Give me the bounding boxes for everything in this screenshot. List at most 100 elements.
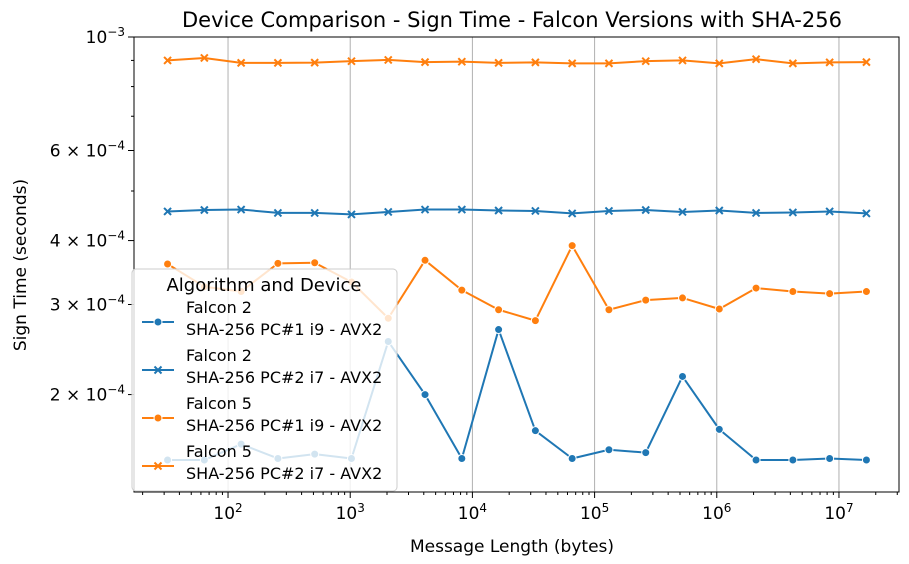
data-point-falcon-2-sha-256-pc-1-i9-avx2-circle-17 [788, 455, 798, 465]
data-point-falcon-5-sha-256-pc-2-i7-avx2-x-16 [751, 54, 761, 64]
gridlines [227, 37, 840, 492]
legend-marker-falcon-5-sha-256-pc-2-i7-avx2-x [153, 461, 163, 471]
legend-marker-falcon-5-sha-256-pc-1-i9-avx2-circle [153, 413, 163, 423]
legend-label-line: SHA-256 PC#2 i7 - AVX2 [186, 464, 382, 483]
legend-label-line: SHA-256 PC#2 i7 - AVX2 [186, 368, 382, 387]
data-point-falcon-2-sha-256-pc-1-i9-avx2-circle-8 [457, 453, 467, 463]
data-point-falcon-2-sha-256-pc-1-i9-avx2-circle-14 [678, 371, 688, 381]
data-point-falcon-5-sha-256-pc-2-i7-avx2-x-11 [567, 59, 577, 68]
y-tick-label-0: 2 × 10−4 [50, 383, 125, 406]
legend-label-falcon-5-sha-256-pc-2-i7-avx2-x: Falcon 5 SHA-256 PC#2 i7 - AVX2 [186, 442, 382, 483]
data-point-falcon-5-sha-256-pc-2-i7-avx2-x-10 [531, 58, 540, 67]
chart-title: Device Comparison - Sign Time - Falcon V… [182, 8, 842, 32]
data-point-falcon-2-sha-256-pc-2-i7-avx2-x-16 [751, 208, 761, 218]
data-point-falcon-2-sha-256-pc-2-i7-avx2-x-14 [678, 207, 687, 217]
data-point-falcon-5-sha-256-pc-1-i9-avx2-circle-18 [825, 289, 835, 299]
x-axis-label: Message Length (bytes) [410, 537, 614, 557]
data-point-falcon-2-sha-256-pc-2-i7-avx2-x-7 [420, 205, 430, 214]
data-point-falcon-5-sha-256-pc-2-i7-avx2-x-14 [678, 56, 687, 65]
data-point-falcon-5-sha-256-pc-2-i7-avx2-x-4 [310, 58, 319, 67]
data-point-falcon-5-sha-256-pc-1-i9-avx2-circle-17 [788, 287, 798, 297]
legend-label-line: SHA-256 PC#1 i9 - AVX2 [186, 320, 382, 339]
legend-box [131, 268, 398, 492]
data-point-falcon-5-sha-256-pc-1-i9-avx2-circle-0 [163, 259, 173, 269]
data-point-falcon-5-sha-256-pc-2-i7-avx2-x-7 [420, 57, 430, 67]
x-tick-label-1: 103 [336, 501, 365, 524]
data-point-falcon-5-sha-256-pc-2-i7-avx2-x-6 [384, 55, 393, 65]
data-point-falcon-5-sha-256-pc-1-i9-avx2-circle-14 [678, 293, 688, 303]
legend-marker-falcon-2-sha-256-pc-1-i9-avx2-circle [153, 317, 163, 327]
data-point-falcon-2-sha-256-pc-1-i9-avx2-circle-10 [530, 426, 540, 436]
data-point-falcon-2-sha-256-pc-1-i9-avx2-circle-7 [420, 390, 430, 400]
data-point-falcon-5-sha-256-pc-2-i7-avx2-x-1 [200, 53, 209, 63]
data-point-falcon-2-sha-256-pc-2-i7-avx2-x-11 [567, 209, 577, 218]
x-tick-label-2: 104 [458, 501, 487, 524]
data-point-falcon-2-sha-256-pc-1-i9-avx2-circle-19 [861, 455, 871, 465]
data-point-falcon-5-sha-256-pc-1-i9-avx2-circle-16 [751, 283, 761, 293]
legend-label-falcon-2-sha-256-pc-2-i7-avx2-x: Falcon 2 SHA-256 PC#2 i7 - AVX2 [186, 346, 382, 387]
data-point-falcon-5-sha-256-pc-1-i9-avx2-circle-7 [420, 255, 430, 265]
series-line-falcon-5-sha-256-pc-2-i7-avx2-x [167, 56, 867, 65]
data-point-falcon-5-sha-256-pc-1-i9-avx2-circle-9 [494, 305, 504, 315]
data-point-falcon-5-sha-256-pc-2-i7-avx2-x-13 [641, 56, 650, 66]
legend-title: Algorithm and Device [166, 275, 361, 296]
y-axis-label: Sign Time (seconds) [11, 179, 31, 351]
data-point-falcon-2-sha-256-pc-2-i7-avx2-x-1 [200, 205, 209, 215]
data-point-falcon-5-sha-256-pc-2-i7-avx2-x-3 [273, 58, 283, 68]
y-tick-label-4: 10−3 [86, 25, 125, 48]
x-tick-label-5: 107 [824, 501, 853, 524]
legend-label-falcon-5-sha-256-pc-1-i9-avx2-circle: Falcon 5 SHA-256 PC#1 i9 - AVX2 [186, 394, 382, 435]
data-point-falcon-2-sha-256-pc-1-i9-avx2-circle-9 [494, 325, 504, 335]
data-point-falcon-5-sha-256-pc-1-i9-avx2-circle-15 [714, 304, 724, 314]
data-point-falcon-2-sha-256-pc-1-i9-avx2-circle-13 [641, 448, 651, 458]
x-tick-label-4: 106 [702, 501, 731, 524]
data-point-falcon-5-sha-256-pc-2-i7-avx2-x-19 [862, 57, 871, 67]
y-tick-label-1: 3 × 10−4 [50, 292, 125, 315]
series-line-falcon-2-sha-256-pc-2-i7-avx2-x [167, 208, 867, 216]
data-point-falcon-2-sha-256-pc-2-i7-avx2-x-9 [494, 206, 503, 215]
legend-items: Falcon 2 SHA-256 PC#1 i9 - AVX2 Falcon 2 SH… [142, 298, 382, 483]
x-tick-label-3: 105 [580, 501, 609, 524]
data-point-falcon-2-sha-256-pc-2-i7-avx2-x-19 [862, 209, 871, 218]
data-point-falcon-2-sha-256-pc-2-i7-avx2-x-6 [384, 207, 393, 217]
data-point-falcon-2-sha-256-pc-2-i7-avx2-x-0 [163, 207, 172, 216]
data-point-falcon-5-sha-256-pc-2-i7-avx2-x-17 [788, 59, 798, 68]
data-point-falcon-2-sha-256-pc-1-i9-avx2-circle-16 [751, 455, 761, 465]
data-point-falcon-2-sha-256-pc-2-i7-avx2-x-5 [347, 210, 356, 219]
data-point-falcon-5-sha-256-pc-2-i7-avx2-x-15 [715, 59, 724, 68]
data-point-falcon-2-sha-256-pc-1-i9-avx2-circle-15 [714, 424, 724, 434]
data-point-falcon-5-sha-256-pc-1-i9-avx2-circle-10 [530, 316, 540, 326]
data-point-falcon-5-sha-256-pc-2-i7-avx2-x-8 [457, 57, 467, 66]
data-point-falcon-2-sha-256-pc-1-i9-avx2-circle-18 [825, 453, 835, 463]
legend-label-line: Falcon 2 [186, 298, 252, 317]
legend-label-line: Falcon 5 [186, 394, 252, 413]
x-tick-label-0: 102 [213, 501, 242, 524]
legend: Algorithm and Device Falcon 2 SHA-256 PC#… [131, 268, 398, 492]
data-point-falcon-5-sha-256-pc-1-i9-avx2-circle-3 [273, 258, 283, 268]
series-falcon-5-sha-256-pc-2-i7-avx2-x [163, 53, 871, 68]
data-point-falcon-2-sha-256-pc-2-i7-avx2-x-17 [788, 208, 798, 217]
legend-label-line: Falcon 2 [186, 346, 252, 365]
data-point-falcon-2-sha-256-pc-2-i7-avx2-x-12 [604, 206, 614, 216]
data-point-falcon-5-sha-256-pc-1-i9-avx2-circle-13 [641, 295, 651, 305]
data-point-falcon-2-sha-256-pc-1-i9-avx2-circle-11 [567, 453, 577, 463]
data-point-falcon-5-sha-256-pc-1-i9-avx2-circle-8 [457, 285, 467, 295]
series-falcon-2-sha-256-pc-2-i7-avx2-x [163, 205, 871, 219]
data-point-falcon-2-sha-256-pc-2-i7-avx2-x-2 [236, 205, 246, 214]
data-point-falcon-2-sha-256-pc-2-i7-avx2-x-8 [457, 205, 467, 214]
data-point-falcon-5-sha-256-pc-2-i7-avx2-x-18 [825, 58, 834, 67]
data-point-falcon-2-sha-256-pc-1-i9-avx2-circle-12 [604, 445, 614, 455]
plot-frame [133, 36, 900, 493]
data-point-falcon-2-sha-256-pc-2-i7-avx2-x-10 [531, 206, 540, 216]
data-point-falcon-2-sha-256-pc-2-i7-avx2-x-4 [310, 208, 319, 218]
data-point-falcon-2-sha-256-pc-2-i7-avx2-x-15 [715, 206, 724, 215]
legend-label-line: Falcon 5 [186, 442, 252, 461]
data-point-falcon-5-sha-256-pc-2-i7-avx2-x-2 [236, 58, 246, 68]
series-line-falcon-5-sha-256-pc-1-i9-avx2-circle [167, 244, 867, 322]
data-point-falcon-2-sha-256-pc-2-i7-avx2-x-18 [825, 207, 834, 216]
y-tick-label-3: 6 × 10−4 [50, 138, 125, 161]
data-point-falcon-5-sha-256-pc-1-i9-avx2-circle-12 [604, 305, 614, 315]
legend-marker-falcon-2-sha-256-pc-2-i7-avx2-x [153, 365, 163, 375]
data-point-falcon-5-sha-256-pc-1-i9-avx2-circle-19 [861, 287, 871, 297]
